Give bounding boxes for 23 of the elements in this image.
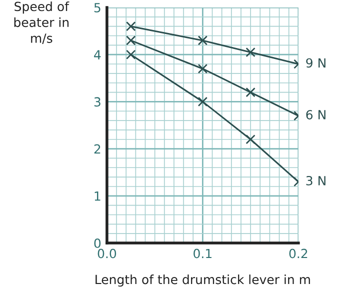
y-tick-label: 4 xyxy=(94,50,101,60)
y-tick-label: 0 xyxy=(94,238,101,248)
x-tick-label: 0.1 xyxy=(194,248,212,258)
point xyxy=(126,50,136,60)
point xyxy=(126,36,136,46)
y-tick-label: 1 xyxy=(94,192,100,201)
y-axis-title: Speed of beater in m/s xyxy=(14,2,70,44)
point xyxy=(246,47,256,58)
series-label: 9 N xyxy=(306,58,326,68)
y-tick-label: 5 xyxy=(94,3,100,12)
point xyxy=(198,64,208,74)
x-tick-label: 0.0 xyxy=(98,248,116,258)
x-tick-label: 0.2 xyxy=(289,248,308,258)
point xyxy=(198,36,208,46)
point xyxy=(246,87,256,98)
point xyxy=(246,134,256,144)
series-label: 3 N xyxy=(306,176,326,186)
y-tick-label: 2 xyxy=(94,144,100,154)
x-axis-title: Length of the drumstick lever in m xyxy=(96,274,310,287)
point xyxy=(198,96,208,107)
point xyxy=(126,21,136,32)
y-tick-label: 3 xyxy=(94,97,100,107)
series-label: 6 N xyxy=(306,110,326,120)
